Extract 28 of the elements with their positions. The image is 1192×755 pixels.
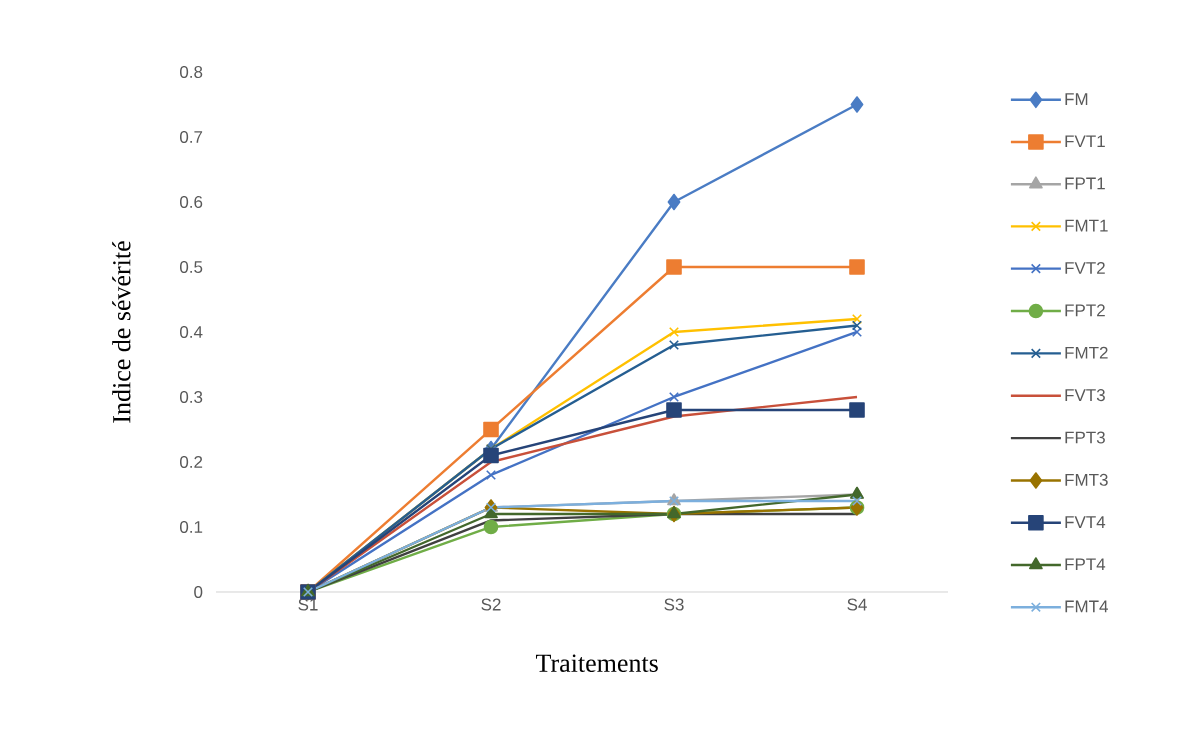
legend-label: FPT4	[1065, 558, 1106, 571]
y-tick-label: 0.6	[180, 195, 203, 209]
legend-label: FVT3	[1065, 389, 1105, 402]
x-tick-label: S3	[664, 598, 684, 611]
y-tick-label: 0.7	[180, 130, 203, 144]
legend-label: FMT3	[1065, 473, 1108, 486]
y-axis-title: Indice de sévérité	[112, 241, 131, 423]
legend-label: FVT4	[1065, 516, 1106, 528]
x-tick-label: S4	[847, 598, 867, 611]
y-tick-label: 0.2	[180, 455, 203, 469]
y-tick-label: 0.4	[180, 325, 203, 339]
y-tick-label: 0.1	[180, 520, 203, 534]
legend-label: FVT1	[1065, 135, 1105, 148]
legend-label: FMT4	[1065, 600, 1108, 613]
legend-label: FMT1	[1065, 219, 1108, 232]
legend-label: FM	[1065, 93, 1088, 105]
legend-label: FVT2	[1065, 261, 1105, 274]
x-axis-title: Traitements	[535, 654, 658, 672]
y-tick-label: 0.5	[180, 260, 203, 274]
legend-label: FPT1	[1065, 177, 1105, 190]
legend-label: FMT2	[1065, 346, 1108, 359]
x-tick-label: S1	[298, 598, 318, 611]
x-tick-label: S2	[481, 598, 501, 611]
y-tick-label: 0.8	[180, 65, 203, 79]
legend-label: FPT3	[1065, 431, 1105, 444]
y-tick-label: 0.3	[180, 390, 203, 404]
legend-label: FPT2	[1065, 304, 1105, 317]
y-tick-label: 0	[194, 585, 203, 599]
